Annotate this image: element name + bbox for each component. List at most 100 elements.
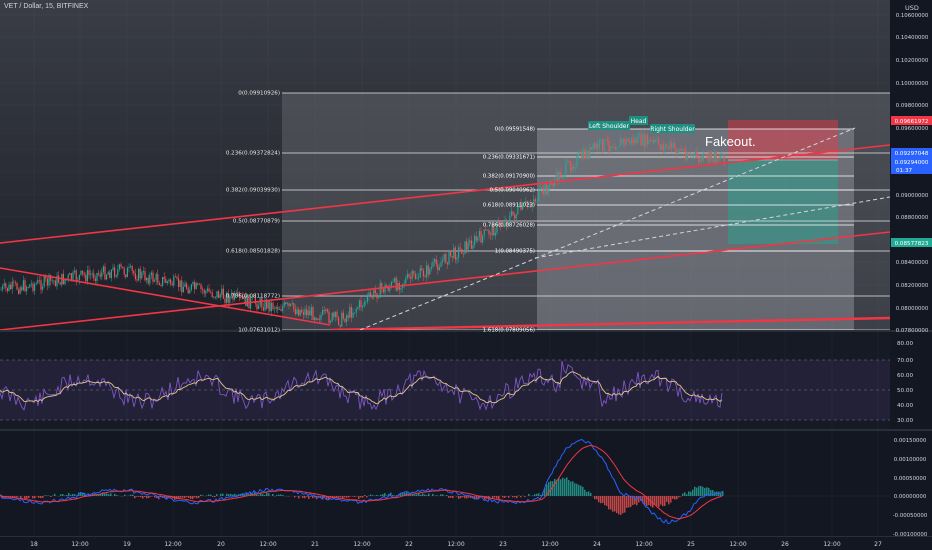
candle-body: [48, 274, 50, 286]
trend-line-middle[interactable]: [0, 231, 890, 330]
stop-price-badge[interactable]: 0.08577823: [891, 238, 932, 247]
candle-body: [557, 172, 559, 182]
candle-body: [694, 152, 696, 154]
candle-body: [290, 303, 292, 306]
macd-hist-bar: [698, 486, 700, 496]
candle-body: [531, 202, 533, 207]
annotation-head[interactable]: Head: [629, 116, 648, 125]
fib-small-level-label: 1(0.08490375): [495, 249, 535, 255]
macd-hist-bar: [440, 494, 442, 496]
macd-hist-bar: [442, 494, 444, 496]
annotation-right-shoulder[interactable]: Right Shoulder: [650, 124, 695, 133]
macd-hist-bar: [470, 496, 472, 499]
candle-body: [680, 148, 682, 151]
macd-hist-bar: [638, 496, 640, 503]
macd-hist-bar: [88, 493, 90, 496]
position-profit-zone[interactable]: [728, 160, 838, 244]
macd-hist-bar: [228, 494, 230, 496]
candle-body: [232, 293, 234, 300]
macd-hist-bar: [626, 496, 628, 508]
time-tick-label: 19: [123, 541, 131, 548]
macd-hist-bar: [200, 494, 202, 496]
macd-pane-background: [0, 431, 890, 536]
candle-body: [261, 298, 263, 308]
candle-body: [661, 144, 663, 150]
macd-hist-bar: [672, 496, 674, 499]
candle-body: [666, 144, 668, 147]
candle-body: [165, 278, 167, 284]
fib-retracement-small-area[interactable]: [537, 129, 854, 330]
macd-hist-bar: [508, 496, 510, 498]
candle-body: [546, 184, 548, 195]
macd-hist-bar: [474, 496, 476, 500]
candle-body: [19, 287, 21, 294]
candle-body: [58, 275, 60, 283]
candle-body: [194, 282, 196, 290]
macd-hist-bar: [718, 491, 720, 496]
candle-body: [304, 309, 306, 315]
macd-hist-bar: [684, 492, 686, 496]
macd-hist-bar: [580, 485, 582, 496]
candle-body: [714, 151, 716, 162]
macd-hist-bar: [712, 490, 714, 496]
candle-body: [480, 231, 482, 243]
candle-body: [374, 290, 376, 294]
price-axis-panel[interactable]: [890, 0, 932, 550]
candle-body: [325, 309, 327, 311]
candle-body: [155, 274, 157, 281]
macd-hist-bar: [136, 496, 138, 497]
dashed-trend-line-1[interactable]: [359, 127, 856, 330]
macd-hist-bar: [214, 496, 216, 498]
macd-hist-bar: [278, 494, 280, 496]
macd-hist-bar: [606, 496, 608, 507]
candle-body: [558, 172, 560, 182]
candle-body: [266, 299, 268, 309]
candle-body: [277, 306, 279, 310]
target-price-badge[interactable]: 0.09661972: [891, 116, 932, 125]
macd-hist-bar: [506, 496, 508, 497]
macd-hist-bar: [648, 496, 650, 506]
macd-hist-bar: [42, 496, 44, 498]
candle-body: [64, 279, 66, 285]
macd-hist-bar: [484, 496, 486, 500]
annotation-left-shoulder[interactable]: Left Shoulder: [588, 121, 630, 130]
chart-title: VET / Dollar, 15, BITFINEX: [4, 3, 89, 10]
candle-body: [78, 274, 80, 281]
candle-body: [10, 284, 12, 290]
macd-hist-bar: [610, 496, 612, 510]
candle-body: [86, 270, 88, 282]
trend-line-upper[interactable]: [0, 144, 890, 244]
macd-hist-bar: [704, 487, 706, 496]
macd-hist-bar: [396, 495, 398, 496]
macd-hist-bar: [302, 496, 304, 498]
candle-body: [182, 286, 184, 293]
candle-body: [237, 292, 239, 294]
macd-hist-bar: [494, 496, 496, 498]
trend-line-descending[interactable]: [0, 267, 331, 326]
macd-hist-bar: [198, 496, 200, 498]
candle-body: [170, 279, 172, 284]
trend-line-lower[interactable]: [329, 316, 890, 330]
candle-body: [54, 280, 56, 287]
candle-body: [70, 273, 72, 280]
macd-hist-bar: [416, 494, 418, 496]
candle-body: [50, 274, 52, 281]
candle-body: [710, 151, 712, 159]
fib-small-level-label: 0.5(0.09040962): [490, 188, 535, 194]
macd-hist-bar: [38, 496, 40, 498]
candle-body: [659, 144, 661, 150]
candle-body: [195, 283, 197, 290]
macd-tick-label: -0.00050000: [893, 513, 928, 519]
current-price-badge[interactable]: 0.09297048 0.09294000 01:37: [891, 148, 932, 174]
fakeout-annotation[interactable]: Fakeout.: [705, 134, 756, 149]
macd-hist-bar: [74, 494, 76, 496]
macd-hist-bar: [182, 496, 184, 498]
macd-hist-bar: [620, 496, 622, 515]
candle-body: [245, 295, 247, 307]
time-tick-label: 12:00: [259, 541, 276, 548]
macd-hist-bar: [572, 481, 574, 496]
candle-body: [146, 277, 148, 281]
macd-hist-bar: [674, 496, 676, 500]
macd-hist-bar: [250, 492, 252, 496]
